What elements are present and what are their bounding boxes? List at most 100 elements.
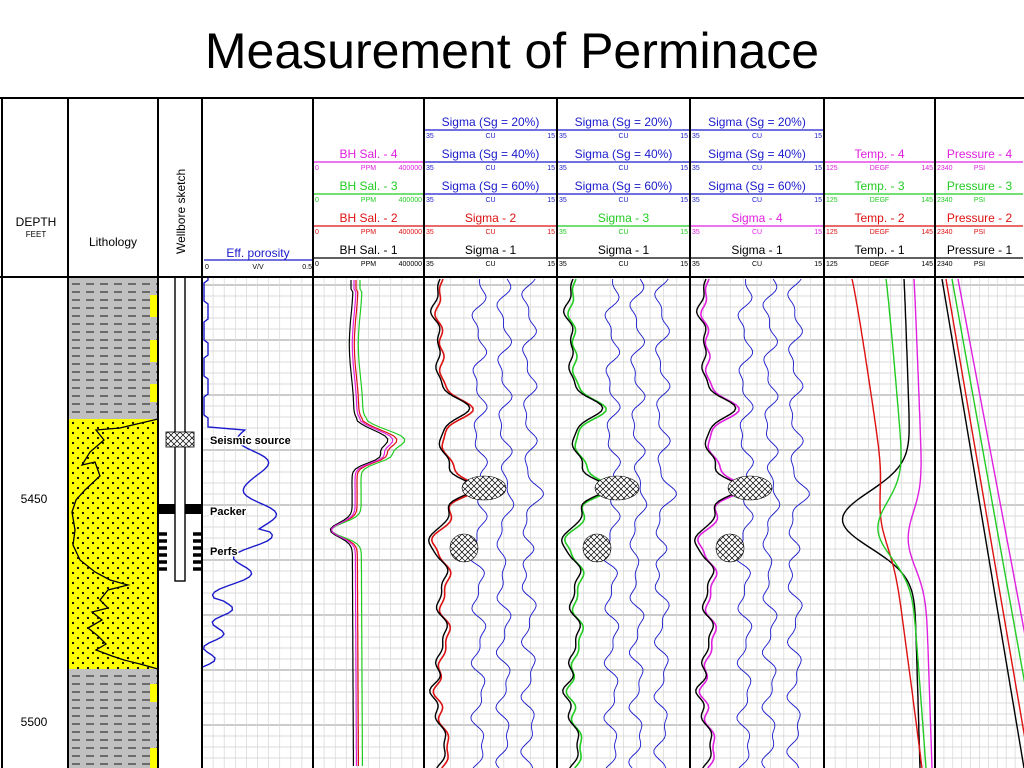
annotation-seismic-source: Seismic source	[210, 435, 291, 447]
sigma-track-1-sg-3-curve	[520, 278, 544, 768]
packer-left	[158, 504, 175, 514]
pressure-header-4-min: 2340	[937, 261, 953, 268]
sigma-track-1-colored-curve	[430, 278, 478, 768]
temperature-header-1-unit: DEGF	[870, 165, 889, 172]
sigma-track-3-header-4-max: 15	[814, 229, 822, 236]
salinity-header-4-name: BH Sal. - 1	[339, 243, 397, 257]
sigma-track-1-header-1: Sigma (Sg = 20%) 35 CU 15	[425, 115, 556, 140]
grid-track-0	[202, 277, 313, 768]
sigma-track-2-header-5-max: 15	[680, 261, 688, 268]
sigma-track-3-header-3-name: Sigma (Sg = 60%)	[708, 179, 806, 193]
salinity-header-4-max: 400000	[399, 261, 422, 268]
porosity-curve	[202, 277, 278, 668]
sigma-track-2-header-3-min: 35	[559, 197, 567, 204]
sigma-track-3-sg-1-curve	[733, 278, 754, 768]
lithology-label: Lithology	[89, 235, 137, 249]
temp-1-curve	[841, 278, 921, 768]
perfs-left	[158, 532, 167, 571]
sigma-track-3-header-5: Sigma - 1 35 CU 15	[691, 243, 823, 268]
sigma-track-3-header-3-max: 15	[814, 197, 822, 204]
salinity-header-1-max: 400000	[399, 165, 422, 172]
temperature-header-3-max: 145	[921, 229, 933, 236]
pressure-3-curve	[951, 278, 1024, 684]
temperature-header-4-unit: DEGF	[870, 261, 889, 268]
tubing	[174, 276, 186, 582]
porosity-max: 0.5	[302, 264, 312, 271]
sigma-track-3-header-1-max: 15	[814, 133, 822, 140]
sigma-track-1-header-3-name: Sigma (Sg = 60%)	[442, 179, 540, 193]
sigma-track-1-header-5: Sigma - 1 35 CU 15	[425, 243, 556, 268]
sigma-track-3-header-3-min: 35	[692, 197, 700, 204]
sigma-track-1-header-4: Sigma - 2 35 CU 15	[425, 211, 556, 236]
sigma-track-1-header-5-unit: CU	[485, 261, 495, 268]
sigma-track-3-sigma-1-curve	[693, 278, 741, 768]
salinity-header-1-name: BH Sal. - 4	[339, 147, 397, 161]
annotation-perfs: Perfs	[210, 546, 238, 558]
porosity-min: 0	[205, 264, 209, 271]
frame	[0, 97, 1024, 768]
grid-track-4	[690, 277, 824, 768]
sigma-track-3-header-1-name: Sigma (Sg = 20%)	[708, 115, 806, 129]
sigma-track-1-sigma-1-curve	[427, 278, 475, 768]
wellbore-sketch	[158, 276, 202, 582]
salinity-header-1: BH Sal. - 4 0 PPM 400000	[314, 147, 423, 172]
sigma-track-1-sg-1-curve	[467, 278, 488, 768]
sigma-track-3-header-1-min: 35	[692, 133, 700, 140]
sigma-track-1-header-4-name: Sigma - 2	[465, 211, 517, 225]
sigma-track-1-header-5-name: Sigma - 1	[465, 243, 517, 257]
temperature-header-3-unit: DEGF	[870, 229, 889, 236]
sigma-track-3-header-4: Sigma - 4 35 CU 15	[691, 211, 823, 236]
sigma-track-3-header-4-name: Sigma - 4	[731, 211, 783, 225]
sigma-track-2-header-1-min: 35	[559, 133, 567, 140]
sigma-track-2-header-4: Sigma - 3 35 CU 15	[558, 211, 689, 236]
pressure-header-4-unit: PSI	[974, 261, 985, 268]
temperature-header-4-name: Temp. - 1	[854, 243, 904, 257]
temp-4-curve	[907, 278, 933, 768]
pressure-header-2-min: 2340	[937, 197, 953, 204]
sigma-track-1-header-2: Sigma (Sg = 40%) 35 CU 15	[425, 147, 556, 172]
grid-track-1	[313, 277, 424, 768]
sigma-track-2-header-4-max: 15	[680, 229, 688, 236]
sigma-track-1-sg-2-curve	[495, 278, 515, 768]
sigma-track-3-colored-curve	[696, 278, 744, 768]
sigma-track-1-header-3: Sigma (Sg = 60%) 35 CU 15	[425, 179, 556, 204]
sigma-track-2-header-2-name: Sigma (Sg = 40%)	[575, 147, 673, 161]
sigma-track-2-header-3-max: 15	[680, 197, 688, 204]
salinity-header-3-name: BH Sal. - 2	[339, 211, 397, 225]
porosity-name: Eff. porosity	[226, 246, 289, 260]
sigma-track-2-header-5-unit: CU	[618, 261, 628, 268]
temperature-header-3: Temp. - 2 125 DEGF 145	[825, 211, 934, 236]
depth-tick-5450: 5450	[21, 492, 48, 506]
sigma-track-3-header-4-unit: CU	[752, 229, 762, 236]
sigma-track-2-sg-2-curve	[628, 278, 648, 768]
salinity-header-2-max: 400000	[399, 197, 422, 204]
sigma-track-3-header-5-unit: CU	[752, 261, 762, 268]
bh-sal-4-curve	[330, 280, 394, 766]
sigma-track-3-crossover-upper	[727, 475, 773, 501]
page-title: Measurement of Perminace	[204, 23, 820, 79]
temperature-header-1-max: 145	[921, 165, 933, 172]
sigma-track-3-sg-3-curve	[786, 278, 810, 768]
temperature-header-1-min: 125	[826, 165, 838, 172]
sigma-track-1-header-2-min: 35	[426, 165, 434, 172]
shale-upper	[68, 277, 158, 419]
sigma-track-2-header-1: Sigma (Sg = 20%) 35 CU 15	[558, 115, 689, 140]
pressure-header-4-name: Pressure - 1	[947, 243, 1013, 257]
sigma-track-2-header-1-unit: CU	[618, 133, 628, 140]
depth-tick-5500: 5500	[21, 715, 48, 729]
temperature-header-2-max: 145	[921, 197, 933, 204]
temperature-header-4-min: 125	[826, 261, 838, 268]
temp-2-curve	[851, 278, 923, 768]
temperature-header-2-name: Temp. - 3	[854, 179, 904, 193]
depth-label: DEPTH	[16, 215, 57, 229]
sigma-track-3-header-1-unit: CU	[752, 133, 762, 140]
header-depth: DEPTH FEET	[16, 215, 57, 239]
temperature-header-3-name: Temp. - 2	[854, 211, 904, 225]
sigma-track-1-crossover-lower	[449, 533, 479, 563]
shale-lower	[68, 669, 158, 768]
sigma-track-3-header-1: Sigma (Sg = 20%) 35 CU 15	[691, 115, 823, 140]
pressure-1-curve	[941, 278, 1024, 768]
sigma-track-1-header-5-min: 35	[426, 261, 434, 268]
sigma-track-3-header-5-min: 35	[692, 261, 700, 268]
sigma-track-3-header-2-unit: CU	[752, 165, 762, 172]
